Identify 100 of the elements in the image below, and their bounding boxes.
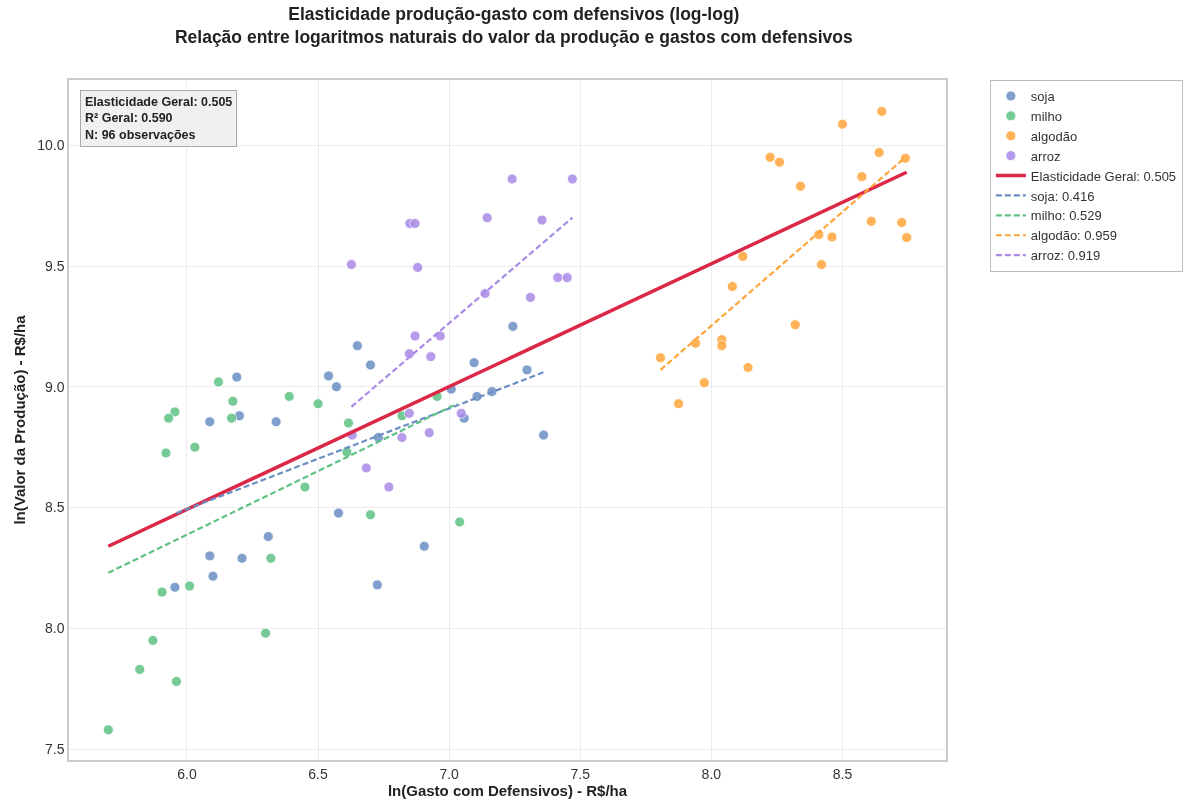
point: [471, 391, 483, 402]
point: [673, 398, 684, 410]
point: [655, 352, 666, 364]
legend-label: soja: [1030, 89, 1056, 105]
point: [737, 250, 749, 262]
point: [837, 118, 848, 130]
point: [455, 407, 467, 419]
point: [536, 214, 548, 226]
annotation: R² Geral: 0.590: [85, 111, 173, 126]
point: [412, 262, 424, 273]
chart-title: Elasticidade produção-gasto com defensivos (log-log): [288, 4, 740, 25]
point: [352, 340, 363, 352]
point: [454, 516, 466, 528]
point: [525, 292, 536, 303]
x-tick-label: 7.5: [570, 765, 591, 782]
point: [876, 106, 888, 117]
point: [538, 429, 549, 441]
point: [227, 395, 239, 407]
chart-subtitle: Relação entre logaritmos naturais do valor da produção e gastos com defensivos: [174, 26, 854, 47]
point: [481, 212, 493, 224]
point: [409, 218, 421, 229]
point: [795, 180, 806, 192]
x-tick-label: 6.5: [308, 765, 329, 782]
point: [343, 417, 354, 429]
point: [826, 231, 838, 243]
point: [236, 552, 248, 564]
point: [213, 376, 224, 388]
point: [163, 412, 175, 424]
point: [403, 407, 415, 419]
x-tick-label: 6.0: [177, 765, 197, 782]
legend-label: algodão: [1030, 128, 1078, 144]
point: [207, 570, 219, 582]
point: [506, 173, 518, 185]
point: [423, 427, 435, 439]
point: [409, 330, 421, 342]
point: [262, 531, 274, 542]
annotation: Elasticidade Geral: 0.505: [85, 95, 233, 109]
point: [102, 724, 114, 736]
point: [371, 579, 383, 591]
point: [345, 259, 357, 270]
legend-label: Elasticidade Geral: 0.505: [1030, 168, 1177, 184]
point: [169, 581, 181, 593]
point: [425, 351, 437, 362]
point: [486, 386, 498, 398]
point: [418, 540, 430, 552]
point: [396, 432, 408, 443]
point: [134, 664, 146, 675]
point: [873, 147, 885, 158]
point: [189, 441, 201, 453]
point: [260, 627, 272, 639]
point: [299, 481, 311, 493]
point: [184, 580, 195, 592]
point: [521, 364, 533, 376]
point: [169, 406, 181, 418]
point: [507, 320, 519, 332]
point: [365, 359, 376, 371]
point: [231, 371, 243, 383]
point: [434, 330, 446, 342]
point: [360, 462, 372, 474]
x-tick-label: 7.0: [439, 765, 460, 782]
point: [561, 272, 573, 283]
point: [270, 416, 282, 428]
y-tick-label: 9.5: [44, 257, 65, 274]
point: [690, 337, 702, 349]
point: [265, 552, 277, 564]
point: [383, 481, 395, 493]
y-tick-label: 10.0: [37, 137, 65, 154]
point: [147, 635, 159, 646]
point: [479, 288, 491, 299]
point: [899, 152, 911, 164]
point: [716, 340, 728, 352]
y-tick-label: 8.5: [44, 499, 65, 516]
y-tick-label: 9.0: [44, 378, 65, 395]
point: [789, 319, 801, 331]
point: [226, 412, 237, 424]
y-axis-title: ln(Valor da Produção) - R$/ha: [10, 314, 28, 525]
x-tick-label: 8.5: [832, 765, 853, 782]
point: [204, 416, 216, 428]
point: [742, 362, 754, 373]
point: [698, 377, 710, 389]
point: [331, 381, 342, 393]
point: [333, 507, 344, 519]
point: [160, 447, 172, 459]
point: [468, 357, 480, 369]
legend-label: arroz: 0.919: [1030, 248, 1101, 264]
legend-label: arroz: [1030, 148, 1061, 164]
legend-label: soja: 0.416: [1030, 188, 1095, 204]
point: [156, 586, 168, 598]
y-tick-label: 8.0: [44, 620, 65, 637]
point: [726, 281, 738, 292]
point: [171, 676, 182, 687]
point: [204, 550, 216, 562]
point: [856, 171, 868, 183]
point: [901, 232, 913, 243]
point: [312, 398, 324, 410]
x-tick-label: 8.0: [701, 765, 722, 782]
legend-label: algodão: 0.959: [1030, 228, 1117, 244]
legend-label: milho: 0.529: [1030, 208, 1102, 224]
point: [283, 391, 295, 402]
point: [816, 259, 827, 270]
